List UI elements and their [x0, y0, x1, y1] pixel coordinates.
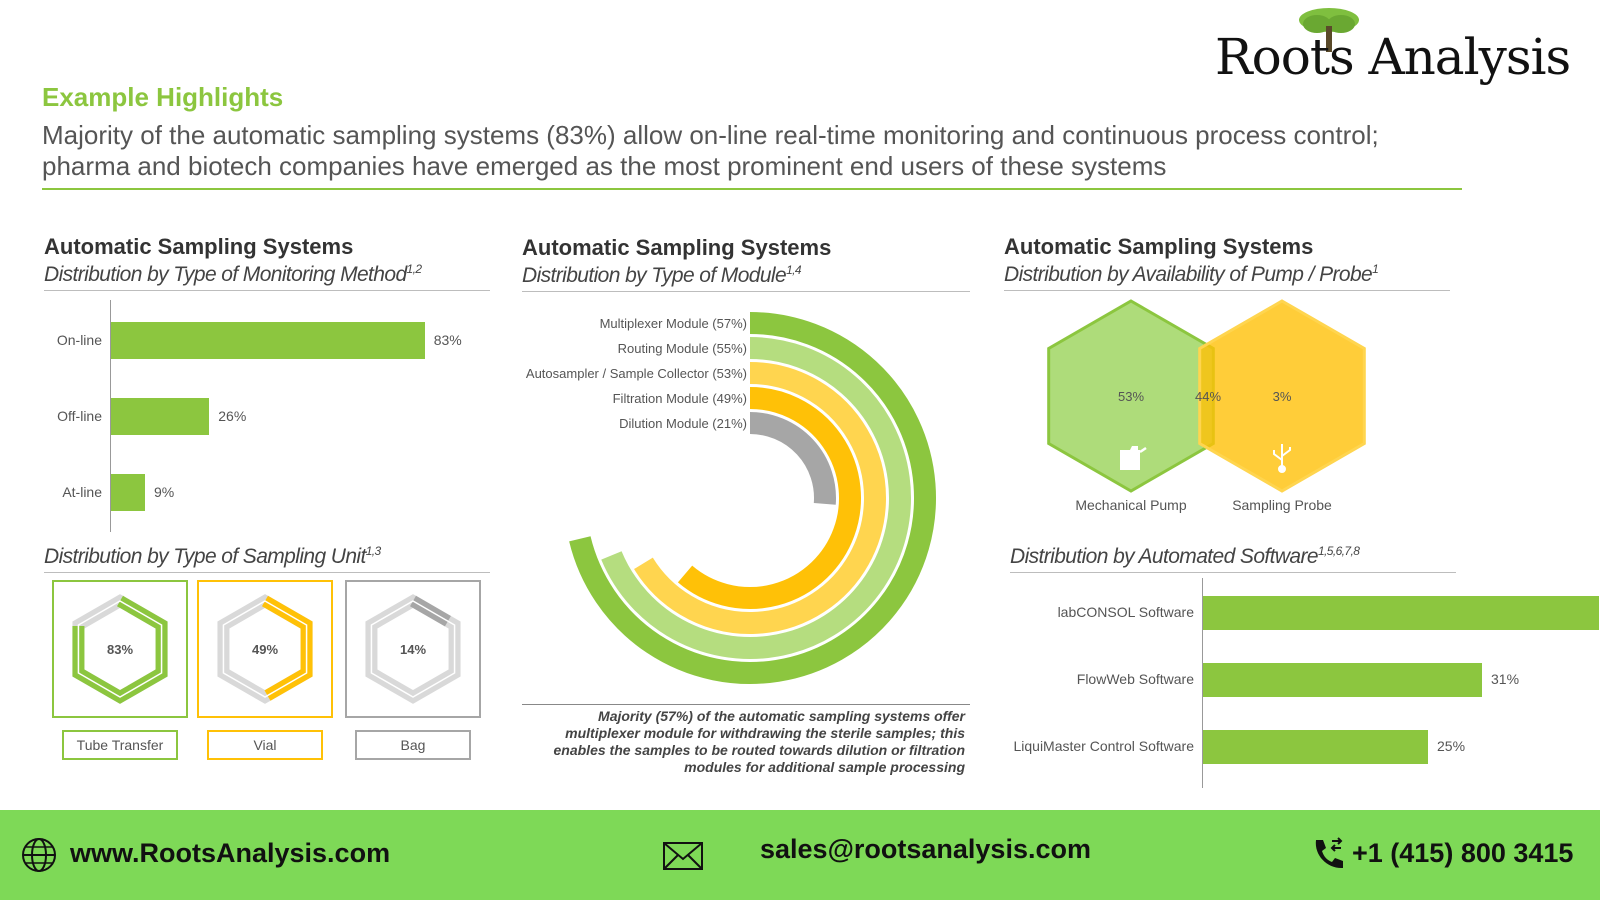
bar	[111, 474, 146, 511]
headline: Majority of the automatic sampling syste…	[42, 120, 1379, 181]
software-chart: labCONSOL Software44%FlowWeb Software31%…	[1004, 578, 1599, 788]
pump-venn-chart: 53% 44% 3% Mechanical Pump Sampling Probe	[1047, 299, 1366, 513]
unit-tag: Tube Transfer	[62, 730, 178, 760]
bar-label: On-line	[56, 331, 102, 348]
unit-box: 83%	[52, 580, 188, 718]
venn-region-label: 53%	[1118, 389, 1144, 404]
unit-box: 49%	[197, 580, 333, 718]
bar	[111, 322, 425, 359]
radial-bar-label: Dilution Module (21%)	[619, 416, 747, 431]
bar-label: labCONSOL Software	[1057, 604, 1194, 620]
radial-bar	[569, 312, 936, 684]
hexagon-value-label: 49%	[252, 642, 278, 657]
unit-chart: 83% Tube Transfer 49% Vial 14% Bag	[44, 580, 490, 780]
radial-bar-label: Autosampler / Sample Collector (53%)	[526, 366, 747, 381]
monitoring-rule	[44, 290, 490, 291]
monitoring-title: Automatic Sampling Systems	[44, 234, 354, 259]
pump-subtitle: Distribution by Availability of Pump / P…	[1004, 262, 1379, 286]
radial-bar	[601, 337, 911, 659]
headline-divider	[42, 188, 1462, 190]
software-subtitle: Distribution by Automated Software1,5,6,…	[1010, 544, 1360, 568]
hexagon-progress: 14%	[365, 594, 461, 704]
usb-probe-icon	[1273, 444, 1291, 473]
bar	[1203, 596, 1599, 630]
venn-region-label: 3%	[1273, 389, 1292, 404]
radial-bar	[749, 412, 836, 505]
phone-icon	[1315, 837, 1343, 869]
module-subtitle: Distribution by Type of Module1,4	[522, 263, 802, 287]
bar-value-label: 31%	[1491, 671, 1520, 687]
footer: www.RootsAnalysis.com sales@rootsanalysi…	[0, 810, 1600, 900]
pump-title: Automatic Sampling Systems	[1004, 234, 1314, 259]
mail-icon	[663, 842, 703, 870]
logo-text: Roots Analysis	[1215, 28, 1571, 86]
radial-bar-label: Routing Module (55%)	[618, 341, 747, 356]
module-note-rule	[522, 704, 970, 705]
bar-value-label: 25%	[1437, 738, 1466, 754]
bar-label: At-line	[62, 483, 102, 500]
radial-bar-label: Multiplexer Module (57%)	[600, 316, 747, 331]
email-link[interactable]: sales@rootsanalysis.com	[760, 834, 1091, 864]
bar-axis	[110, 300, 111, 532]
unit-box: 14%	[345, 580, 481, 718]
unit-rule	[44, 572, 490, 573]
bar-label: Off-line	[57, 407, 102, 424]
phone-number[interactable]: +1 (415) 800 3415	[1352, 838, 1574, 868]
hexagon-value-label: 14%	[400, 642, 426, 657]
hexagon-progress: 83%	[72, 594, 168, 704]
monitoring-chart: On-line 83% Off-line 26% At-line 9%	[44, 300, 490, 532]
radial-bar-label: Filtration Module (49%)	[613, 391, 747, 406]
bar-value-label: 26%	[218, 407, 247, 424]
unit-tag: Vial	[207, 730, 323, 760]
fuel-pump-icon	[1120, 446, 1147, 470]
monitoring-subtitle: Distribution by Type of Monitoring Metho…	[44, 262, 422, 286]
radial-bar	[677, 387, 861, 609]
roots-analysis-logo: Roots Analysis	[1215, 8, 1595, 100]
bar	[1203, 730, 1428, 764]
venn-set-probe	[1198, 299, 1366, 493]
venn-region-label: 44%	[1195, 389, 1221, 404]
hexagon-value-label: 83%	[107, 642, 133, 657]
software-rule	[1010, 572, 1456, 573]
unit-subtitle: Distribution by Type of Sampling Unit1,3	[44, 544, 381, 568]
module-note: Majority (57%) of the automatic sampling…	[553, 708, 966, 775]
hexagon-progress: 49%	[217, 594, 313, 704]
radial-bar	[634, 362, 886, 634]
tree-logo-icon	[1299, 8, 1359, 52]
bar	[1203, 663, 1482, 697]
kicker: Example Highlights	[42, 82, 284, 112]
bar-label: LiquiMaster Control Software	[1013, 738, 1194, 754]
bar-axis	[1202, 578, 1203, 788]
website-link[interactable]: www.RootsAnalysis.com	[70, 838, 391, 868]
bar-label: FlowWeb Software	[1076, 671, 1194, 687]
bar-value-label: 9%	[154, 483, 175, 500]
unit-tag: Bag	[355, 730, 471, 760]
venn-set-label: Mechanical Pump	[1075, 497, 1186, 513]
globe-icon	[22, 838, 56, 872]
venn-set-label: Sampling Probe	[1232, 497, 1332, 513]
pump-rule	[1004, 290, 1450, 291]
bar-value-label: 83%	[433, 331, 462, 348]
module-title: Automatic Sampling Systems	[522, 235, 832, 260]
module-rule	[522, 291, 970, 292]
module-radial-chart: Multiplexer Module (57%) Routing Module (…	[526, 312, 936, 684]
bar	[111, 398, 210, 435]
